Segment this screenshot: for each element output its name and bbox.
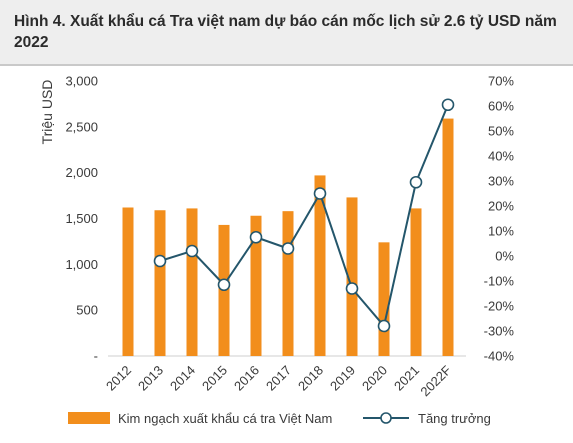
y-tick-label: 1,000 [65, 257, 98, 272]
y-tick-label: - [94, 349, 98, 364]
x-tick-label: 2015 [199, 363, 230, 394]
bar-2012 [122, 207, 134, 356]
y2-tick-label: 70% [488, 74, 514, 89]
x-tick-label: 2020 [359, 363, 390, 394]
growth-point-2013 [153, 254, 167, 268]
y-tick-label: 500 [76, 303, 98, 318]
x-tick-label: 2016 [231, 363, 262, 394]
y2-tick-label: 0% [495, 249, 514, 264]
y-tick-label: 2,000 [65, 165, 98, 180]
bar-2017 [282, 211, 294, 356]
x-tick-label: 2014 [167, 363, 198, 394]
y2-tick-label: 30% [488, 174, 514, 189]
growth-point-2020 [377, 319, 391, 333]
title-divider [0, 64, 573, 66]
y-tick-label: 1,500 [65, 211, 98, 226]
bar-2020 [378, 242, 390, 356]
y-axis-label: Triệu USD [39, 80, 55, 145]
y2-tick-label: -10% [484, 274, 515, 289]
growth-point-2017 [281, 242, 295, 255]
title-band [0, 0, 573, 66]
x-tick-label: 2022F [417, 362, 454, 399]
x-tick-label: 2013 [135, 363, 166, 394]
legend-line-marker [380, 412, 392, 424]
y2-tick-label: 40% [488, 149, 514, 164]
y2-tick-label: -40% [484, 349, 515, 364]
growth-point-2021 [409, 175, 423, 189]
x-tick-label: 2012 [103, 363, 134, 394]
y-tick-label: 3,000 [65, 74, 98, 89]
legend-line-label: Tăng trưởng [418, 411, 491, 426]
y-tick-label: 2,500 [65, 119, 98, 134]
bar-2014 [186, 208, 198, 356]
bar-2021 [410, 208, 422, 356]
growth-point-2022F [441, 98, 455, 112]
growth-point-2015 [217, 278, 231, 292]
x-tick-label: 2019 [327, 363, 358, 394]
y2-tick-label: 60% [488, 99, 514, 114]
y2-tick-label: 50% [488, 124, 514, 139]
bar-2018 [314, 175, 326, 356]
y2-tick-label: 10% [488, 224, 514, 239]
growth-point-2018 [313, 187, 327, 200]
bar-2019 [346, 197, 358, 356]
y2-tick-label: 20% [488, 199, 514, 214]
bar-2016 [250, 215, 262, 356]
growth-point-2016 [249, 230, 263, 244]
bar-2013 [154, 210, 166, 356]
x-tick-label: 2018 [295, 363, 326, 394]
y2-tick-label: -20% [484, 299, 515, 314]
x-tick-label: 2017 [263, 363, 294, 394]
chart-title: Hình 4. Xuất khẩu cá Tra việt nam dự báo… [14, 13, 557, 51]
legend-bar-swatch [68, 412, 110, 424]
growth-point-2019 [345, 282, 359, 295]
bar-2022F [442, 118, 454, 356]
legend-bar-label: Kim ngạch xuất khẩu cá tra Việt Nam [118, 411, 332, 426]
growth-point-2014 [185, 244, 199, 258]
growth-line [159, 104, 449, 327]
y2-tick-label: -30% [484, 324, 515, 339]
